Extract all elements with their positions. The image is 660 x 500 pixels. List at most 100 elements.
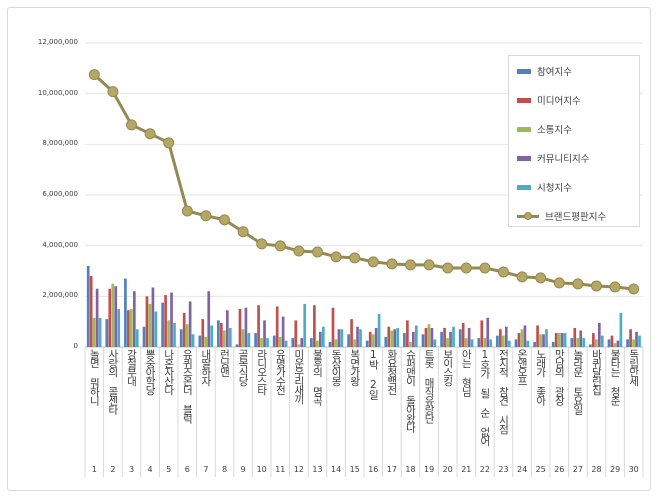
x-tick-label: 10	[256, 465, 267, 474]
bar-커뮤니티지수-15	[356, 326, 359, 347]
point-27	[572, 278, 584, 290]
bar-미디어지수-25	[536, 325, 539, 347]
bar-소통지수-3	[130, 309, 133, 347]
x-tick-label: 2	[110, 465, 116, 474]
point-28	[591, 280, 602, 292]
bar-참여지수-7	[198, 335, 202, 347]
bar-미디어지수-19	[424, 328, 428, 347]
x-category-name: 사랑의 콜센타	[106, 349, 119, 414]
y-tick-label: 4,000,000	[42, 240, 78, 249]
bar-참여지수-25	[533, 341, 536, 347]
legend-item: 브랜드평판지수	[517, 209, 606, 223]
bar-미디어지수-28	[592, 333, 595, 347]
legend-item: 시청지수	[517, 180, 572, 194]
bar-미디어지수-9	[238, 309, 242, 347]
x-tick-label: 20	[442, 465, 453, 474]
bar-참여지수-28	[589, 344, 592, 347]
point-18	[405, 259, 416, 271]
bar-시청지수-27	[582, 338, 586, 347]
bar-참여지수-30	[626, 339, 629, 347]
x-tick-label: 24	[517, 465, 528, 474]
point-1	[88, 69, 100, 81]
bar-소통지수-15	[353, 339, 356, 347]
point-11	[274, 240, 286, 252]
bar-미디어지수-20	[443, 328, 446, 347]
x-tick-label: 6	[184, 465, 190, 474]
x-category-name: 복면가왕	[348, 349, 361, 385]
bar-소통지수-30	[632, 339, 635, 347]
x-category-name: 골목식당	[237, 349, 250, 385]
y-tick-label: 6,000,000	[42, 190, 78, 198]
x-tick-label: 17	[386, 465, 397, 474]
bar-참여지수-10	[254, 333, 257, 347]
bar-시청지수-19	[433, 339, 437, 347]
bar-커뮤니티지수-17	[393, 329, 397, 347]
x-tick-label: 11	[275, 465, 286, 474]
bar-참여지수-3	[124, 278, 127, 347]
bar-커뮤니티지수-9	[244, 307, 248, 347]
legend-item: 미디어지수	[517, 93, 581, 107]
legend-item: 소통지수	[517, 122, 572, 136]
point-25	[535, 272, 547, 284]
x-category-name: 강철부대	[125, 349, 138, 385]
bar-참여지수-8	[217, 320, 220, 347]
x-category-name: 1호가 될 순 없어	[478, 349, 491, 445]
bar-미디어지수-11	[275, 306, 279, 347]
x-tick-label: 29	[610, 465, 621, 474]
bar-참여지수-17	[384, 336, 388, 347]
x-category-name: 독립만세	[627, 349, 640, 385]
bar-참여지수-23	[496, 335, 499, 347]
x-tick-label: 27	[572, 465, 583, 474]
legend-swatch	[517, 97, 531, 103]
bar-미디어지수-27	[573, 328, 577, 347]
bar-참여지수-19	[421, 334, 425, 347]
point-17	[386, 258, 398, 270]
bar-시청지수-5	[173, 322, 176, 347]
bar-참여지수-12	[291, 338, 295, 347]
bar-시청지수-4	[154, 311, 158, 347]
x-category-name: 동상이몽	[330, 349, 343, 385]
bar-미디어지수-3	[127, 310, 130, 347]
point-12	[293, 245, 305, 257]
point-13	[312, 246, 323, 258]
bar-커뮤니티지수-14	[337, 329, 341, 347]
x-tick-label: 19	[424, 465, 435, 474]
bar-소통지수-6	[185, 324, 189, 347]
bar-참여지수-29	[607, 339, 611, 347]
x-tick-label: 3	[128, 465, 135, 474]
bar-커뮤니티지수-8	[225, 310, 229, 347]
x-tick-label: 15	[349, 465, 360, 474]
legend: 참여지수 미디어지수 소통지수 커뮤니티지수 시청지수 브랜드평판지수	[508, 55, 640, 227]
bar-커뮤니티지수-19	[430, 328, 434, 347]
point-10	[256, 238, 268, 250]
point-26	[553, 277, 565, 289]
legend-swatch	[517, 211, 539, 220]
point-3	[126, 119, 137, 131]
bar-소통지수-27	[576, 338, 580, 347]
x-tick-label: 23	[498, 465, 509, 474]
bar-미디어지수-23	[499, 329, 502, 347]
bar-커뮤니티지수-27	[579, 330, 583, 347]
x-category-name: 라디오스타	[255, 349, 268, 394]
bar-소통지수-1	[92, 317, 96, 347]
bar-미디어지수-13	[313, 305, 316, 347]
bar-미디어지수-24	[517, 333, 521, 347]
bar-커뮤니티지수-12	[300, 338, 304, 347]
bar-소통지수-28	[595, 339, 598, 347]
bar-시청지수-21	[470, 339, 474, 347]
point-9	[237, 226, 249, 238]
bar-시청지수-8	[228, 328, 232, 347]
x-tick-label: 18	[405, 465, 416, 474]
legend-swatch	[517, 68, 531, 74]
bar-커뮤니티지수-6	[188, 301, 192, 347]
x-tick-label: 9	[240, 465, 246, 474]
bar-미디어지수-4	[145, 296, 149, 347]
legend-item: 참여지수	[517, 64, 572, 78]
x-category-name: 1박 2일	[367, 349, 380, 399]
point-19	[423, 259, 435, 271]
x-tick-label: 1	[91, 465, 97, 474]
bar-커뮤니티지수-30	[635, 331, 638, 347]
point-20	[442, 262, 454, 274]
x-category-name: 보이스킹	[441, 349, 454, 385]
bar-미디어지수-7	[201, 319, 205, 347]
